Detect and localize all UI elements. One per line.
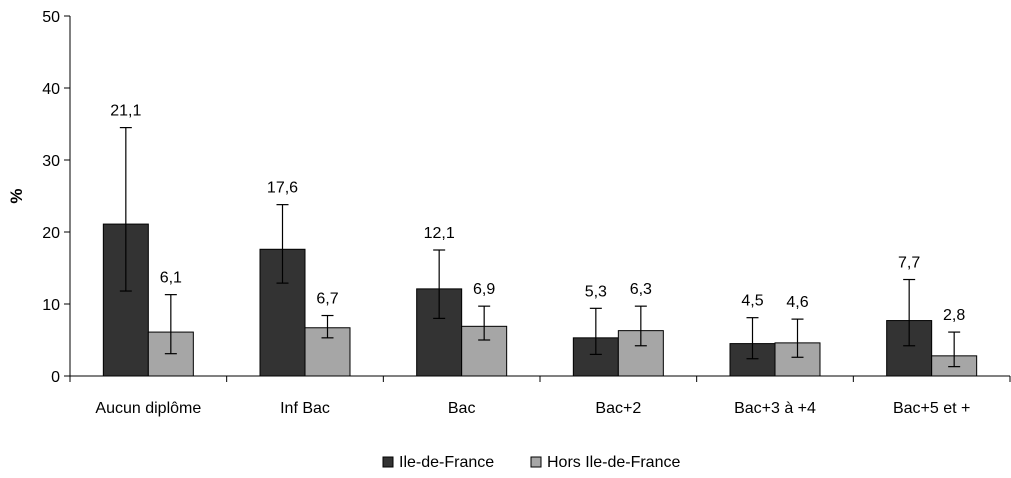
y-tick-label: 40: [42, 81, 60, 98]
x-category-label: Bac+2: [595, 400, 641, 417]
legend-label-ile-de-france: Ile-de-France: [399, 454, 494, 471]
y-tick-label: 50: [42, 9, 60, 26]
data-label: 6,9: [473, 281, 495, 298]
data-label: 2,8: [943, 307, 965, 324]
y-tick-label: 30: [42, 153, 60, 170]
plot-area: 0 10 20 30 40 50 Aucun diplôme 21,1 6,1 Inf Bac 17…: [42, 9, 1011, 417]
data-label: 21,1: [110, 103, 141, 120]
x-category-label: Inf Bac: [280, 400, 330, 417]
data-label: 6,7: [316, 291, 338, 308]
y-tick-label: 10: [42, 297, 60, 314]
data-label: 6,3: [630, 281, 652, 298]
data-label: 12,1: [424, 225, 455, 242]
y-tick-label: 20: [42, 225, 60, 242]
legend: Ile-de-France Hors Ile-de-France: [382, 454, 680, 471]
data-label: 4,5: [741, 293, 763, 310]
data-label: 7,7: [898, 255, 920, 272]
x-category-label: Bac: [448, 400, 476, 417]
legend-swatch-hors-ile-de-france: [530, 456, 542, 468]
data-label: 4,6: [786, 294, 808, 311]
data-label: 5,3: [585, 283, 607, 300]
x-category-label: Aucun diplôme: [95, 400, 201, 417]
data-label: 6,1: [160, 270, 182, 287]
x-category-label: Bac+5 et +: [893, 400, 970, 417]
data-label: 17,6: [267, 180, 298, 197]
x-category-label: Bac+3 à +4: [734, 400, 816, 417]
y-tick-label: 0: [51, 369, 60, 386]
legend-swatch-ile-de-france: [382, 456, 394, 468]
legend-label-hors-ile-de-france: Hors Ile-de-France: [547, 454, 680, 471]
y-axis-title: %: [7, 188, 26, 203]
